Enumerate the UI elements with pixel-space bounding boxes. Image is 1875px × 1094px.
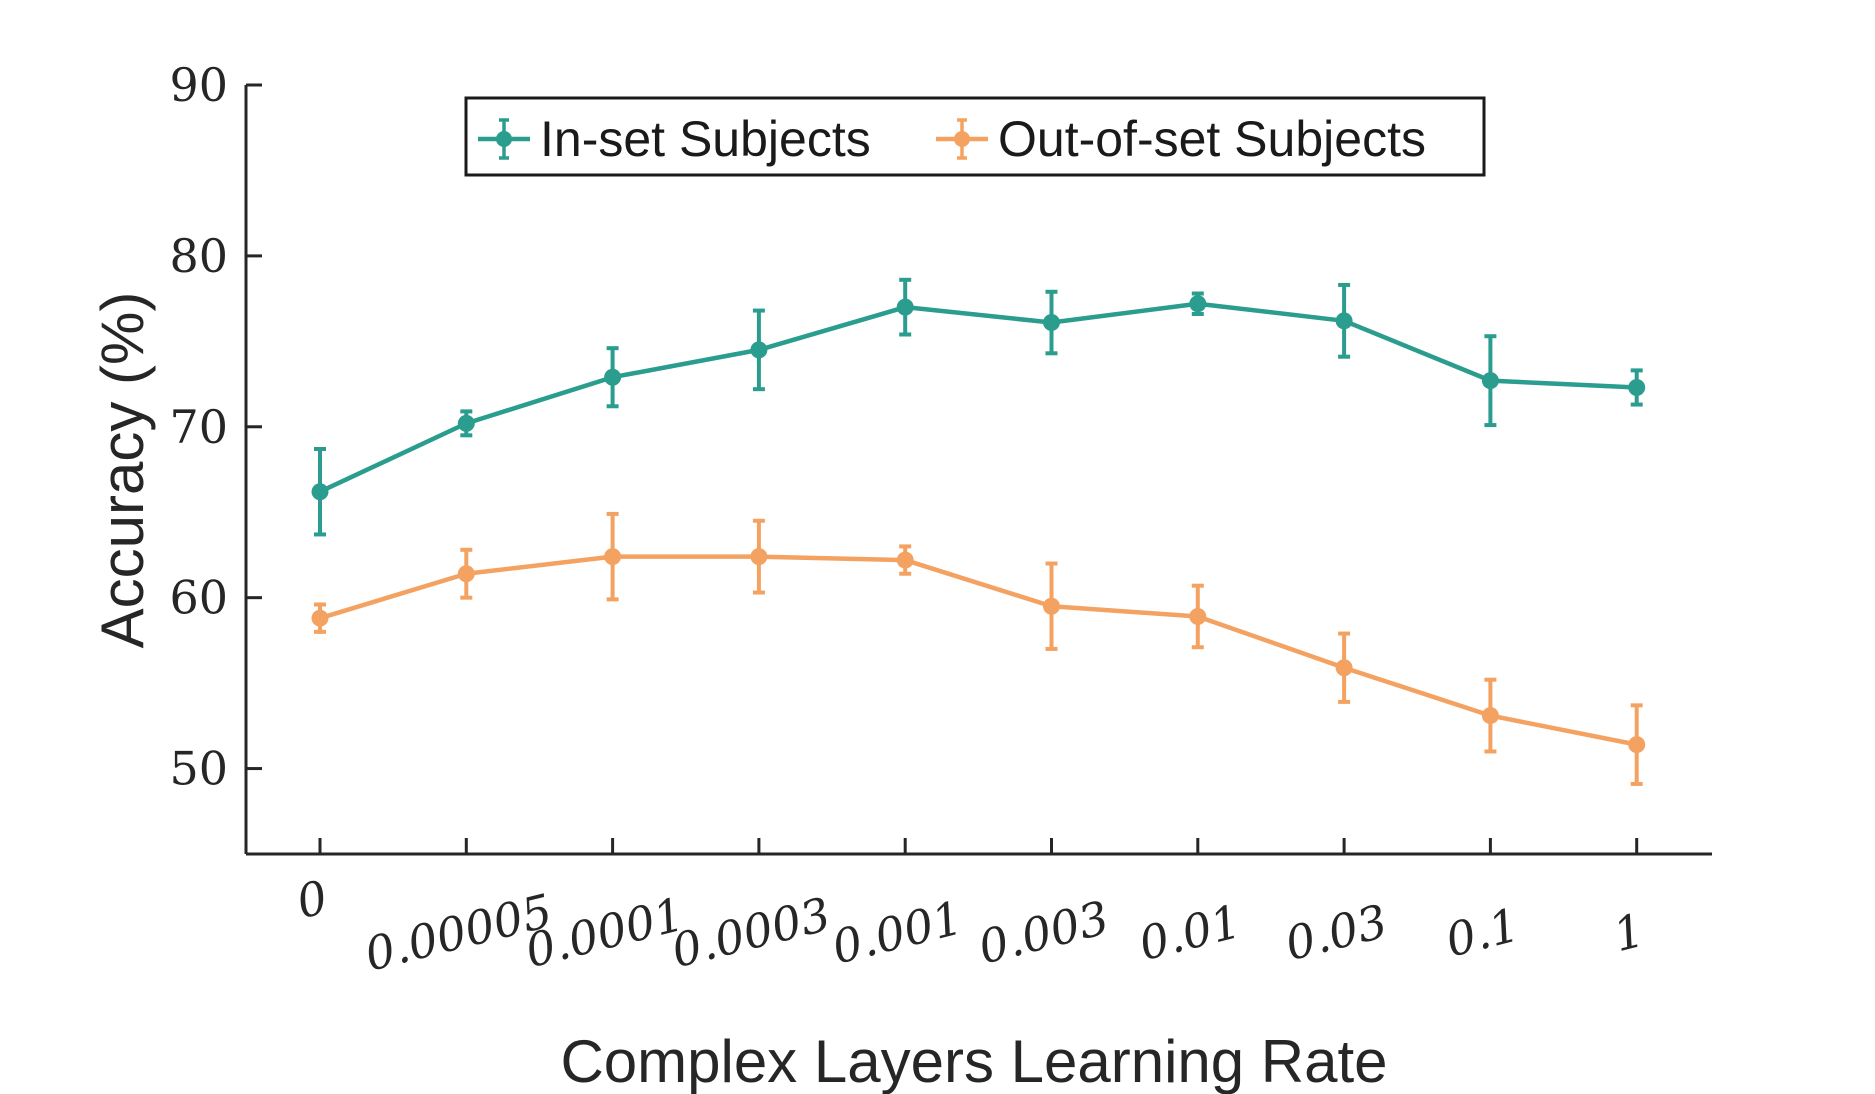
- data-point: [604, 548, 622, 566]
- series-line: [319, 554, 1638, 747]
- y-tick-label: 70: [169, 400, 228, 454]
- y-tick-label: 60: [169, 571, 228, 625]
- data-point: [1189, 607, 1207, 625]
- legend: In-set Subjects Out-of-set Subjects: [464, 96, 1486, 177]
- plot-area: [311, 277, 1646, 786]
- y-axis-title: Accuracy (%): [89, 292, 156, 649]
- data-point: [896, 298, 914, 316]
- data-point: [1335, 312, 1353, 330]
- data-point: [1189, 295, 1207, 313]
- legend-marker: [954, 131, 970, 147]
- data-point: [604, 368, 622, 386]
- data-point: [750, 548, 768, 566]
- legend-label: Out-of-set Subjects: [998, 111, 1426, 167]
- x-tick-label: 0.001: [827, 890, 968, 974]
- x-axis-title: Complex Layers Learning Rate: [560, 1028, 1387, 1094]
- data-point: [1043, 597, 1060, 615]
- data-point: [896, 551, 914, 569]
- data-point: [750, 341, 768, 359]
- series-in-set: [311, 277, 1646, 537]
- data-point: [1481, 372, 1499, 390]
- data-point: [311, 483, 329, 501]
- x-tick-label: 0.01: [1134, 894, 1246, 971]
- legend-box: [464, 96, 1486, 177]
- x-tick-label: 0.03: [1280, 894, 1392, 971]
- data-point: [457, 414, 475, 432]
- data-point: [1043, 314, 1060, 332]
- data-point: [311, 609, 329, 627]
- data-point: [1335, 659, 1353, 677]
- x-tick-label: 0.1: [1441, 897, 1525, 967]
- data-point: [1628, 378, 1646, 396]
- x-tick-label: 0: [291, 870, 332, 929]
- x-tick-label: 1: [1608, 903, 1649, 962]
- data-point: [457, 565, 475, 583]
- series-line: [319, 301, 1637, 494]
- legend-label: In-set Subjects: [540, 111, 871, 167]
- y-tick-label: 80: [169, 229, 228, 283]
- y-tick-label: 50: [169, 742, 228, 796]
- y-tick-label: 90: [169, 58, 228, 112]
- x-tick-label: 0.0003: [666, 887, 835, 978]
- series-out-of-set: [311, 511, 1646, 786]
- data-point: [1481, 707, 1499, 725]
- data-point: [1628, 736, 1646, 754]
- legend-marker: [496, 131, 512, 147]
- x-tick-label: 0.003: [973, 890, 1114, 974]
